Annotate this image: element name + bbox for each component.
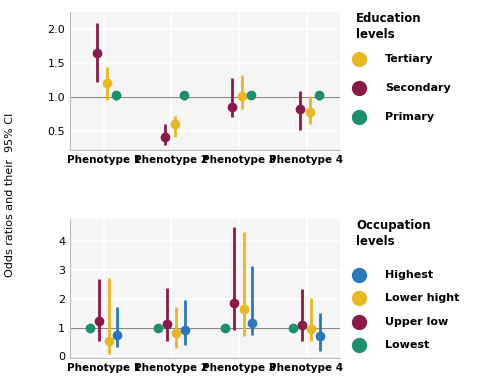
Text: Education
levels: Education levels — [356, 12, 422, 41]
Text: Highest: Highest — [385, 270, 434, 280]
Text: Occupation
levels: Occupation levels — [356, 219, 430, 249]
Text: Primary: Primary — [385, 112, 434, 122]
Text: Lowest: Lowest — [385, 340, 430, 350]
Text: Upper low: Upper low — [385, 317, 448, 327]
Text: Lower hight: Lower hight — [385, 293, 460, 303]
Text: Odds ratios and their  95% CI: Odds ratios and their 95% CI — [5, 112, 15, 277]
Text: Secondary: Secondary — [385, 83, 451, 93]
Text: Tertiary: Tertiary — [385, 54, 434, 64]
